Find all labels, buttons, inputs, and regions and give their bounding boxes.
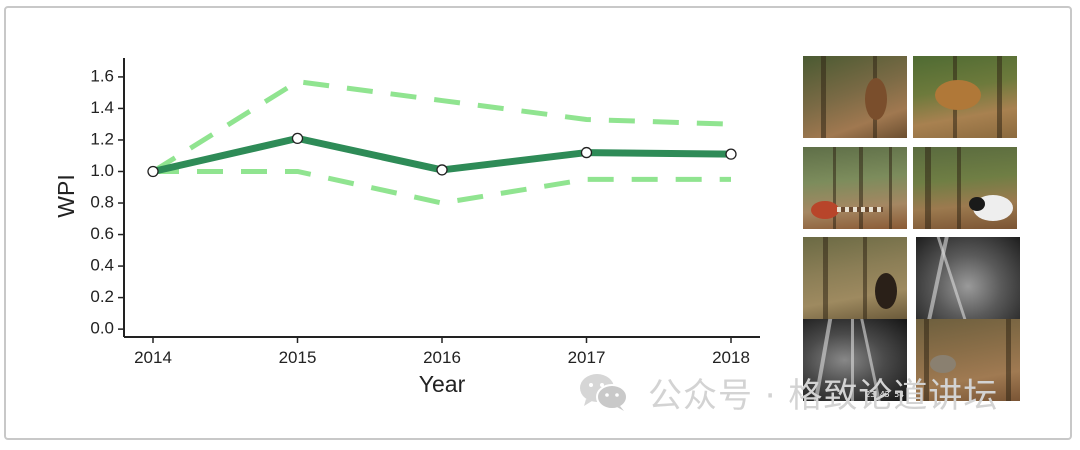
camera-trap-photos: 23 43 54 xyxy=(803,56,1021,401)
photo-timestamp: 23 43 54 xyxy=(865,390,904,399)
y-tick-label: 1.2 xyxy=(90,129,114,148)
watermark-text: 公众号 · 格致论道讲坛 xyxy=(648,375,999,416)
y-tick-label: 0.6 xyxy=(90,224,114,243)
x-ticks: 2014 2015 2016 2017 2018 xyxy=(134,337,750,367)
wpi-line-chart: 0.0 0.2 0.4 0.6 0.8 1.0 1.2 1.4 1.6 2014 2015 2016… xyxy=(53,58,760,397)
deer-photo xyxy=(913,56,1017,138)
estimate-data-point xyxy=(147,165,159,178)
y-tick-label: 0.2 xyxy=(90,287,114,306)
muntjac-figure xyxy=(865,78,887,120)
y-tick-label: 1.6 xyxy=(90,66,114,85)
pheasant-figure xyxy=(811,201,839,219)
deer-figure xyxy=(935,80,981,110)
estimate-data-point xyxy=(291,132,304,145)
wechat-icon xyxy=(578,372,630,412)
boar-photo xyxy=(803,237,907,319)
y-tick-label: 1.0 xyxy=(90,161,114,180)
badger-figure xyxy=(930,355,956,373)
estimate-data-point xyxy=(436,164,448,176)
y-tick-label: 0.4 xyxy=(90,256,114,275)
x-tick-label: 2016 xyxy=(423,348,461,367)
muntjac-photo xyxy=(803,56,907,138)
estimate-data-point xyxy=(580,146,593,159)
y-tick-label: 0.8 xyxy=(90,193,114,212)
lower-series-line xyxy=(153,168,731,206)
x-tick-label: 2015 xyxy=(279,348,317,367)
x-axis-title: Year xyxy=(419,371,466,397)
estimate-data-point xyxy=(725,148,737,160)
watermark: 公众号 · 格致论道讲坛 xyxy=(578,372,998,416)
night-camera-photo xyxy=(916,237,1020,319)
y-axis-title: WPI xyxy=(53,174,79,217)
x-tick-label: 2018 xyxy=(712,348,750,367)
upper-series-line xyxy=(151,79,732,174)
pheasant-photo xyxy=(803,147,907,229)
silver-pheasant-photo xyxy=(913,147,1017,229)
y-tick-label: 1.4 xyxy=(90,98,114,117)
marker-layer xyxy=(147,132,737,178)
boar-figure xyxy=(875,273,897,309)
x-tick-label: 2014 xyxy=(134,348,172,367)
y-ticks: 0.0 0.2 0.4 0.6 0.8 1.0 1.2 1.4 1.6 xyxy=(90,66,124,338)
series-layer xyxy=(149,79,735,206)
y-tick-label: 0.0 xyxy=(90,319,114,338)
badger-photo xyxy=(916,319,1020,401)
night-animal-photo: 23 43 54 xyxy=(803,319,907,401)
x-tick-label: 2017 xyxy=(568,348,606,367)
